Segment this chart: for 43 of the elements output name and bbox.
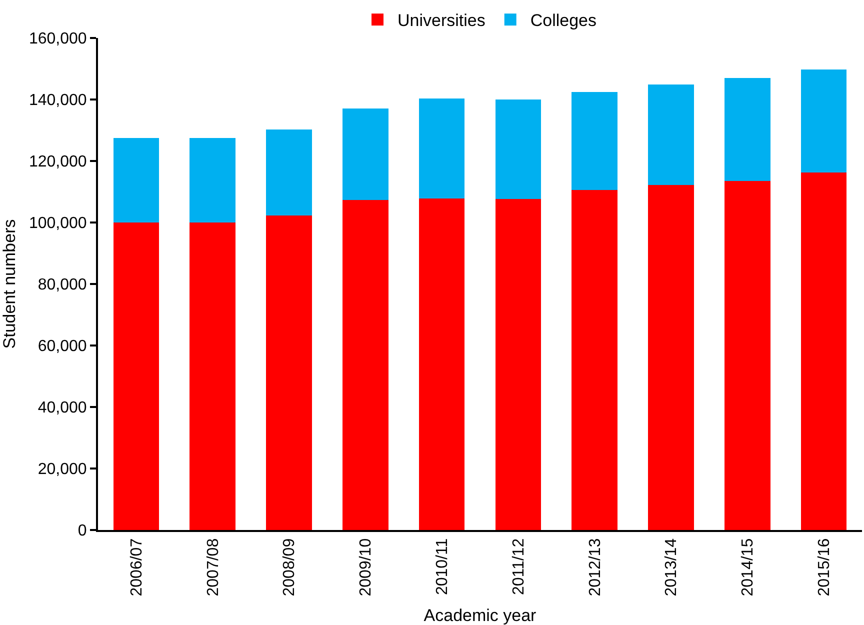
x-tick-label: 2010/11	[434, 538, 451, 596]
bar	[266, 129, 312, 216]
bar	[418, 98, 465, 199]
bar	[495, 198, 542, 530]
bar	[190, 222, 236, 530]
y-tick-label: 80,000	[38, 276, 87, 294]
bar	[495, 100, 542, 199]
bar	[800, 172, 847, 530]
bar	[724, 180, 770, 530]
bar	[724, 78, 770, 181]
y-tick-label: 60,000	[38, 338, 87, 356]
x-tick-label: 2015/16	[816, 538, 833, 596]
bar	[572, 190, 618, 530]
y-tick-label: 120,000	[28, 154, 87, 171]
bar	[648, 184, 694, 530]
bar	[800, 70, 847, 172]
y-tick-label: 20,000	[38, 461, 87, 478]
bar	[113, 222, 160, 530]
x-tick-label: 2009/10	[358, 538, 375, 596]
y-tick-label: 140,000	[28, 92, 87, 110]
y-tick-label: 100,000	[28, 215, 87, 232]
y-tick-label: 40,000	[38, 400, 87, 417]
bar	[113, 138, 160, 222]
x-tick-label: 2014/15	[740, 538, 757, 596]
x-tick-label: 2007/08	[204, 538, 222, 596]
bar	[418, 198, 465, 530]
bar	[342, 200, 388, 530]
legend-label: Colleges	[530, 11, 597, 30]
x-tick-label: 2013/14	[663, 538, 680, 596]
x-tick-label: 2012/13	[586, 538, 604, 596]
bar	[648, 84, 694, 185]
x-tick-label: 2008/09	[281, 538, 298, 596]
x-tick-label: 2006/07	[128, 538, 146, 596]
bar	[266, 215, 312, 530]
x-axis-title: Academic year	[424, 606, 537, 625]
bar	[190, 138, 236, 222]
legend-label: Universities	[398, 11, 486, 30]
y-tick-label: 160,000	[28, 30, 87, 48]
bar	[572, 92, 618, 190]
y-tick-label: 0	[78, 522, 87, 540]
y-axis-title: Student numbers	[0, 219, 19, 349]
bar	[342, 108, 388, 200]
x-tick-label: 2011/12	[510, 538, 528, 596]
